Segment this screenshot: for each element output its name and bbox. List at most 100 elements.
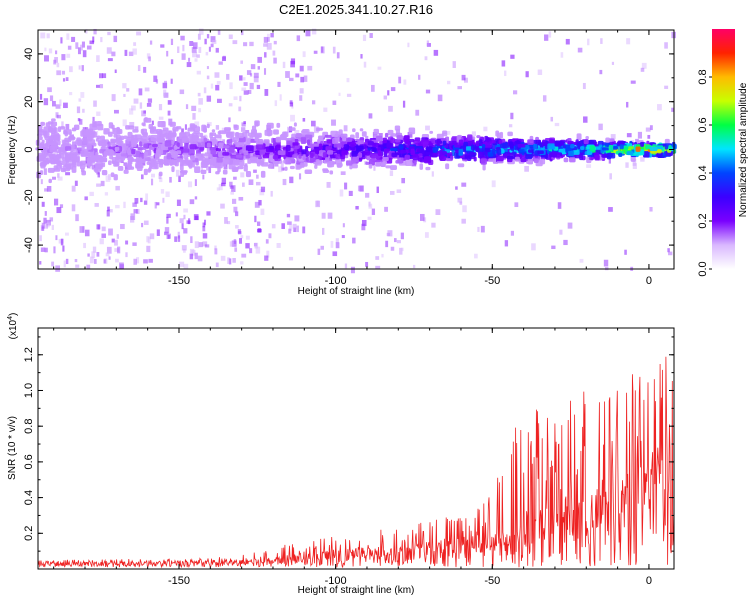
spectrogram-cell bbox=[146, 102, 152, 107]
spectrogram-cell bbox=[450, 155, 454, 160]
spectrogram-cell bbox=[541, 142, 550, 146]
spectrogram-cell bbox=[222, 169, 228, 175]
spectrogram-cell bbox=[43, 98, 49, 106]
spectrogram-cell bbox=[86, 264, 91, 270]
spectrogram-cell bbox=[126, 88, 130, 92]
spectrogram-cell bbox=[204, 244, 210, 248]
snr-ytick-label: 0.8 bbox=[23, 419, 35, 434]
spectrogram-cell bbox=[302, 117, 306, 122]
spectrogram-cell bbox=[296, 225, 299, 233]
spectrogram-cell bbox=[228, 146, 235, 153]
spectrogram-cell bbox=[305, 29, 311, 37]
spectrogram-cell bbox=[75, 264, 80, 268]
spectrogram-cell bbox=[215, 262, 219, 268]
spectrogram-cell bbox=[307, 65, 313, 71]
spectrogram-cell bbox=[202, 222, 206, 228]
spectrogram-cell bbox=[308, 143, 314, 148]
snr-xlabel: Height of straight line (km) bbox=[298, 585, 415, 596]
spectrogram-cell bbox=[128, 51, 134, 57]
spectrogram-cell bbox=[259, 189, 265, 196]
spectrogram-cell bbox=[86, 164, 90, 169]
spectrogram-cell bbox=[206, 123, 210, 129]
spectrogram-cell bbox=[371, 208, 376, 215]
spectrogram-cell bbox=[189, 253, 194, 260]
spectrogram-cell bbox=[99, 73, 103, 79]
spectrogram-cell bbox=[513, 90, 518, 95]
spectrogram-cell bbox=[55, 104, 61, 109]
spectrogram-cell bbox=[41, 222, 46, 229]
spectrogram-cell bbox=[203, 128, 207, 133]
spectrogram-cell bbox=[321, 46, 324, 53]
spectrogram-cell bbox=[304, 169, 313, 174]
spectrogram-cell bbox=[238, 160, 245, 167]
spectrogram-cell bbox=[154, 201, 157, 209]
spectrogram-cell bbox=[84, 148, 89, 156]
spectrogram-cell bbox=[189, 144, 197, 150]
spectrogram-cell bbox=[206, 211, 211, 216]
spectrogram-cell bbox=[131, 139, 138, 146]
spectrogram-cell bbox=[57, 126, 62, 133]
spectrogram-cell bbox=[242, 182, 245, 187]
spectrogram-cell bbox=[122, 119, 127, 127]
spectrogram-cell bbox=[167, 110, 171, 116]
spectrogram-cell bbox=[377, 150, 382, 156]
spectrogram-cell bbox=[150, 134, 158, 142]
spectrogram-cell bbox=[187, 127, 196, 132]
spectrogram-cell bbox=[327, 212, 333, 219]
spectrogram-cell bbox=[243, 42, 248, 47]
spectrogram-cell bbox=[226, 73, 230, 80]
spectrogram-cell bbox=[463, 141, 469, 147]
spectrogram-cell bbox=[177, 46, 180, 53]
spectrogram-cell bbox=[143, 151, 148, 159]
spectrogram-cell bbox=[386, 142, 394, 150]
spectrogram-cell bbox=[216, 138, 222, 143]
spectrogram-cell bbox=[74, 258, 78, 263]
spectrogram-cell bbox=[144, 87, 150, 92]
spectrogram-cell bbox=[293, 122, 297, 127]
spectrogram-cell bbox=[557, 202, 562, 209]
spectrogram-cell bbox=[246, 70, 252, 75]
spectrogram-cell bbox=[221, 159, 230, 164]
spectrogram-cell bbox=[220, 255, 226, 261]
spectrogram-cell bbox=[203, 137, 208, 143]
spectrogram-cell bbox=[243, 90, 249, 95]
snr-scale-label: (x104) bbox=[7, 313, 19, 340]
spectrogram-cell bbox=[335, 238, 339, 244]
spectrogram-cell bbox=[425, 125, 430, 131]
spectrogram-cell bbox=[281, 223, 285, 229]
spectrogram-cell bbox=[66, 53, 71, 58]
spectrogram-cell bbox=[96, 121, 102, 127]
spectrogram-cell bbox=[497, 148, 502, 156]
spectrogram-cell bbox=[71, 166, 77, 173]
spectrogram-cell bbox=[350, 266, 355, 274]
spectrogram-cell bbox=[563, 239, 568, 246]
spectrogram-cell bbox=[255, 181, 261, 186]
spectrogram-cell bbox=[136, 31, 142, 36]
spectrogram-cell bbox=[345, 137, 353, 142]
spectrogram-cell bbox=[601, 147, 610, 151]
spectrogram-cell bbox=[96, 155, 103, 159]
spectrogram-cell bbox=[436, 133, 444, 139]
spectrogram-cell bbox=[194, 121, 200, 127]
spectrogram-cell bbox=[533, 144, 538, 150]
spectrogram-cell bbox=[389, 190, 395, 195]
spectrogram-cell bbox=[162, 197, 165, 203]
spectrogram-cell bbox=[131, 105, 136, 111]
spectrogram-cell bbox=[65, 77, 69, 81]
spectrogram-cell bbox=[478, 139, 483, 143]
spectrogram-cell bbox=[215, 47, 219, 53]
spectrogram-cell bbox=[570, 143, 575, 149]
spectrogram-cell bbox=[114, 146, 120, 151]
spectrogram-cell bbox=[507, 131, 513, 137]
spectrogram-cell bbox=[508, 124, 513, 128]
spectrogram-cell bbox=[214, 134, 222, 139]
spectrogram-cell bbox=[289, 224, 293, 231]
spectrogram-cell bbox=[214, 72, 220, 78]
spectrogram-cell bbox=[292, 154, 298, 159]
spectrogram-cell bbox=[630, 80, 636, 84]
spectrogram-cell bbox=[79, 226, 85, 233]
spectrogram-cell bbox=[229, 138, 233, 146]
spectrogram-cell bbox=[123, 169, 129, 174]
spectrogram-cell bbox=[60, 37, 63, 44]
spectrogram-cell bbox=[89, 191, 94, 197]
